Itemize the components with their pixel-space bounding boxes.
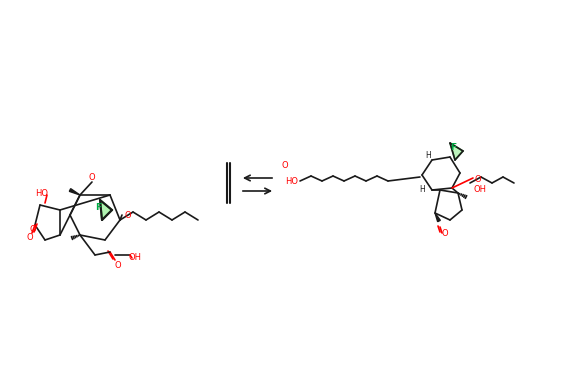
Text: H: H [419, 185, 425, 195]
Polygon shape [435, 213, 440, 222]
Text: F: F [450, 142, 456, 152]
Text: O: O [282, 160, 289, 169]
Text: O: O [475, 176, 482, 185]
Text: HO: HO [285, 176, 298, 185]
Text: O: O [442, 228, 448, 238]
Text: H: H [425, 150, 431, 160]
Text: O: O [115, 261, 122, 269]
Polygon shape [100, 200, 112, 220]
Text: O: O [30, 225, 36, 234]
Text: O: O [89, 174, 95, 182]
Text: O: O [26, 233, 33, 242]
Text: OH: OH [473, 185, 487, 195]
Polygon shape [450, 143, 463, 160]
Text: O: O [124, 211, 131, 220]
Text: F: F [95, 203, 101, 212]
Text: HO: HO [35, 188, 48, 198]
Text: OH: OH [128, 253, 142, 263]
Polygon shape [69, 188, 80, 195]
